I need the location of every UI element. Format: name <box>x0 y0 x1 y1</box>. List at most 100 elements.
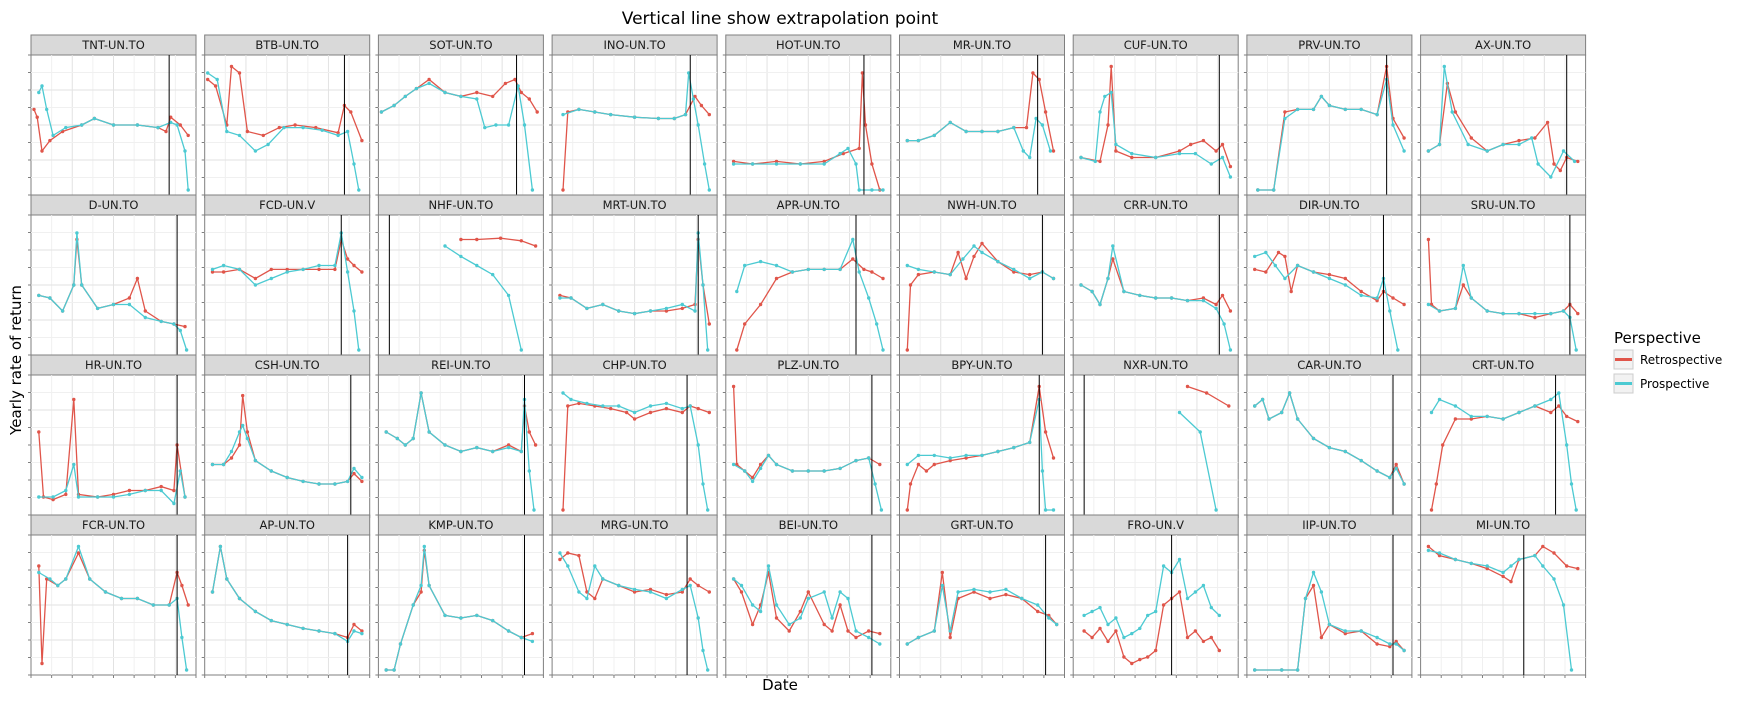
prospective-point <box>119 596 124 601</box>
prospective-point <box>80 123 84 127</box>
legend-entry-prospective[interactable]: Prospective <box>1613 373 1709 394</box>
facet-strip-label: AX-UN.TO <box>1475 38 1531 52</box>
prospective-line <box>386 546 533 671</box>
prospective-point <box>1530 136 1534 140</box>
prospective-point <box>411 436 415 441</box>
prospective-point <box>1557 391 1561 395</box>
prospective-point <box>172 322 176 326</box>
prospective-point <box>648 309 653 313</box>
prospective-point <box>285 622 289 627</box>
facet-ino-un.to: INO-UN.TO <box>549 34 718 198</box>
retrospective-point <box>1533 315 1537 320</box>
retrospective-point <box>1185 384 1190 389</box>
prospective-point <box>1273 263 1278 268</box>
retrospective-point <box>1146 655 1150 659</box>
prospective-point <box>1485 149 1489 153</box>
prospective-point <box>1343 283 1348 287</box>
retrospective-point <box>1576 419 1580 424</box>
prospective-point <box>1043 508 1048 512</box>
prospective-line <box>38 544 188 671</box>
prospective-point <box>51 133 55 138</box>
prospective-point <box>301 267 305 272</box>
retrospective-point <box>1311 583 1316 588</box>
retrospective-point <box>1434 482 1439 486</box>
prospective-point <box>731 462 736 467</box>
prospective-point <box>1177 151 1182 156</box>
prospective-point <box>483 125 487 130</box>
prospective-point <box>1093 159 1098 164</box>
facet-strip-label: TNT-UN.TO <box>81 38 145 52</box>
prospective-point <box>1569 482 1574 486</box>
prospective-point <box>237 430 242 434</box>
retrospective-point <box>293 123 297 127</box>
retrospective-point <box>822 159 826 164</box>
prospective-point <box>532 508 536 512</box>
retrospective-point <box>1109 64 1113 69</box>
prospective-point <box>774 462 779 467</box>
prospective-point <box>857 188 861 192</box>
facet-crt-un.to: CRT-UN.TO <box>1417 354 1587 518</box>
prospective-point <box>285 270 289 274</box>
retrospective-point <box>336 131 340 135</box>
retrospective-point <box>878 462 882 467</box>
retrospective-point <box>867 629 871 633</box>
retrospective-point <box>37 430 41 434</box>
prospective-point <box>1426 149 1431 153</box>
retrospective-point <box>1201 639 1206 644</box>
retrospective-point <box>593 596 597 601</box>
facet-iip-un.to: IIP-UN.TO <box>1243 514 1413 678</box>
prospective-point <box>206 71 210 75</box>
retrospective-line <box>906 242 1054 351</box>
prospective-point <box>691 97 696 101</box>
prospective-point <box>1146 613 1150 618</box>
prospective-point <box>253 149 258 153</box>
prospective-point <box>1295 417 1300 421</box>
prospective-point <box>427 430 431 434</box>
prospective-point <box>617 404 621 408</box>
prospective-point <box>1272 188 1276 192</box>
prospective-point <box>1453 404 1458 408</box>
prospective-point <box>706 508 710 512</box>
legend-entry-retrospective[interactable]: Retrospective <box>1613 349 1722 370</box>
facet-crr-un.to: CRR-UN.TO <box>1070 194 1239 358</box>
retrospective-point <box>269 267 273 272</box>
prospective-point <box>1359 107 1363 112</box>
retrospective-point <box>213 84 218 88</box>
retrospective-point <box>221 270 226 274</box>
prospective-point <box>1394 642 1398 646</box>
prospective-point <box>707 188 711 192</box>
retrospective-point <box>1043 110 1048 114</box>
facet-strip-label: PLZ-UN.TO <box>777 358 839 372</box>
prospective-point <box>790 270 795 274</box>
prospective-point <box>916 138 921 143</box>
prospective-point <box>210 267 215 272</box>
prospective-point <box>37 90 41 95</box>
prospective-point <box>1193 151 1198 156</box>
retrospective-point <box>561 188 565 192</box>
retrospective-point <box>210 270 215 274</box>
prospective-point <box>127 302 132 307</box>
retrospective-point <box>1453 417 1458 421</box>
prospective-point <box>1114 616 1118 620</box>
retrospective-point <box>838 603 842 607</box>
prospective-line <box>733 454 883 511</box>
retrospective-point <box>956 250 960 255</box>
prospective-point <box>459 616 463 620</box>
prospective-point <box>838 590 842 594</box>
prospective-point <box>1574 508 1578 512</box>
facet-hot-un.to: HOT-UN.TO <box>722 34 892 198</box>
retrospective-point <box>1426 544 1431 549</box>
prospective-point <box>1429 410 1434 415</box>
legend-label-prospective: Prospective <box>1640 377 1709 391</box>
prospective-point <box>111 123 116 127</box>
prospective-point <box>961 257 965 261</box>
prospective-point <box>95 495 100 499</box>
facet-d-un.to: D-UN.TO <box>28 194 197 358</box>
prospective-point <box>1375 469 1379 473</box>
prospective-point <box>632 311 637 316</box>
retrospective-point <box>1051 456 1056 460</box>
prospective-point <box>221 462 226 467</box>
retrospective-point <box>731 159 736 164</box>
prospective-point <box>838 267 842 272</box>
facet-nhf-un.to: NHF-UN.TO <box>375 194 544 358</box>
